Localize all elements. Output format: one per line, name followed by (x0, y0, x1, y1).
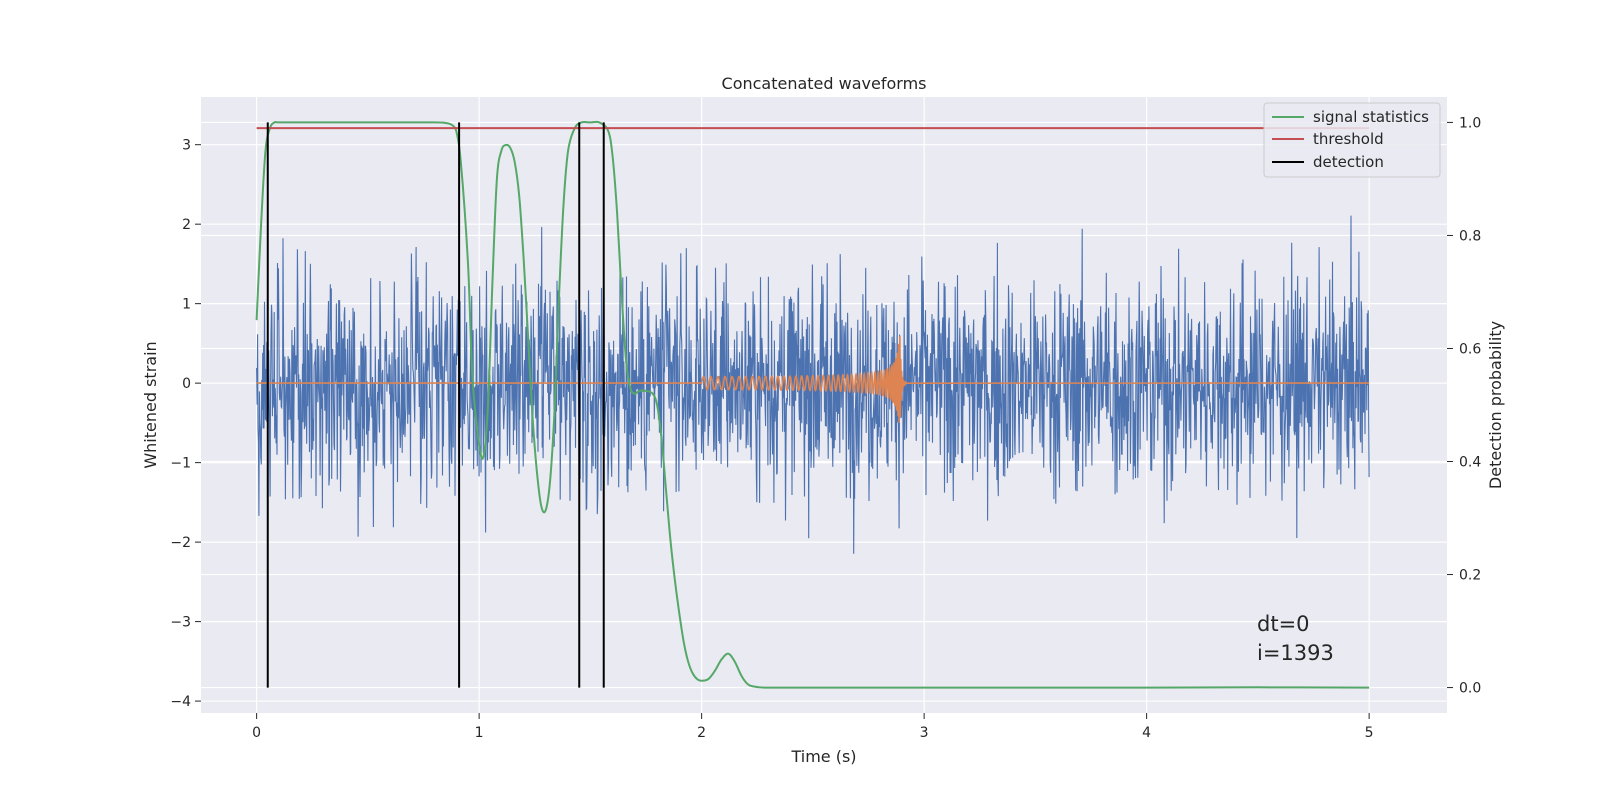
y2-tick-label-5: 1.0 (1459, 115, 1481, 131)
strain-series (256, 215, 1370, 554)
y2-tick-label-0: 0.0 (1459, 681, 1481, 697)
annotation-index: i=1393 (1257, 641, 1334, 665)
y2-tick-label-1: 0.2 (1459, 568, 1481, 584)
annotation-dt: dt=0 (1257, 612, 1310, 636)
x-axis-label: Time (s) (790, 747, 856, 766)
y-tick-label-6: 2 (182, 217, 191, 233)
y2-tick-label-2: 0.4 (1459, 455, 1481, 471)
strain-trace (256, 215, 1370, 554)
x-tick-label-0: 0 (252, 725, 261, 741)
bottom-axis-ticks: 0 1 2 3 4 5 (252, 713, 1374, 741)
y2-axis-label: Detection probability (1486, 321, 1505, 489)
detection-layer (266, 122, 605, 688)
y-tick-label-0: −4 (170, 694, 191, 710)
legend-label-threshold: threshold (1313, 130, 1384, 148)
y-tick-label-3: −1 (170, 456, 191, 472)
x-tick-label-5: 5 (1365, 725, 1374, 741)
y-tick-label-5: 1 (182, 297, 191, 313)
x-tick-label-1: 1 (475, 725, 484, 741)
x-tick-label-2: 2 (697, 725, 706, 741)
right-axis-ticks: 0.0 0.2 0.4 0.6 0.8 1.0 (1447, 115, 1481, 697)
y-tick-label-7: 3 (182, 138, 191, 154)
chart-title: Concatenated waveforms (722, 74, 927, 93)
y-axis-label: Whitened strain (141, 341, 160, 468)
y-tick-label-1: −3 (170, 615, 191, 631)
x-tick-label-4: 4 (1142, 725, 1151, 741)
template-trace (256, 336, 1370, 423)
x-tick-label-3: 3 (920, 725, 929, 741)
legend-label-detection: detection (1313, 153, 1384, 171)
y2-tick-label-3: 0.6 (1459, 341, 1481, 357)
y2-tick-label-4: 0.8 (1459, 228, 1481, 244)
y-tick-label-4: 0 (182, 376, 191, 392)
legend: signal statistics threshold detection (1263, 102, 1441, 178)
legend-label-signal-statistics: signal statistics (1313, 108, 1429, 126)
y-tick-label-2: −2 (170, 535, 191, 551)
legend-box (1263, 102, 1441, 178)
template-series (256, 336, 1370, 423)
left-axis-ticks: −4 −3 −2 −1 0 1 2 3 (170, 138, 201, 710)
